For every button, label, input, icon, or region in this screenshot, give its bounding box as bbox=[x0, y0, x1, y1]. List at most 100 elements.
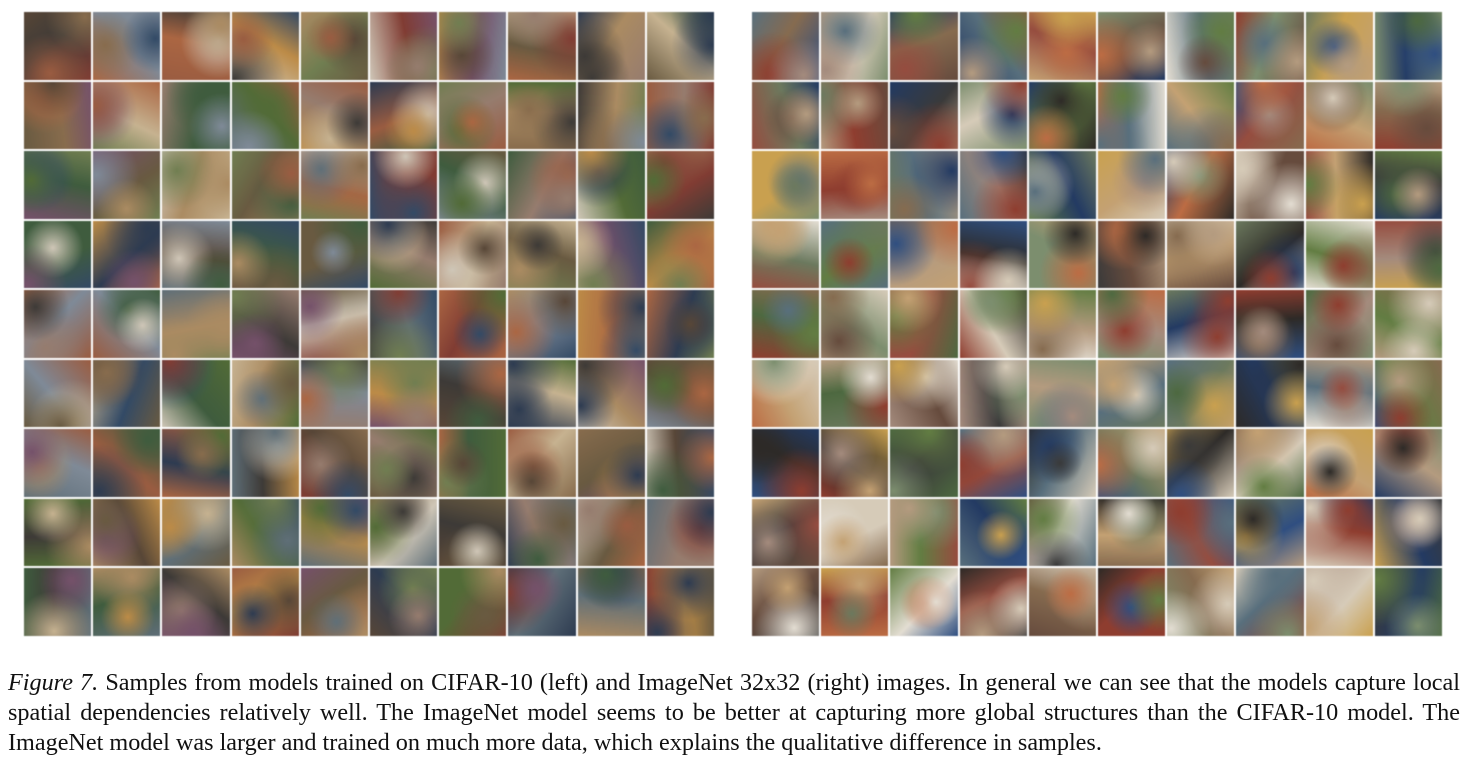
imagenet32-sample-image bbox=[1028, 429, 1096, 497]
imagenet32-sample-image bbox=[1374, 290, 1442, 358]
imagenet32-sample-image bbox=[821, 12, 889, 80]
imagenet32-sample-image bbox=[1236, 151, 1304, 219]
cifar10-sample-image bbox=[577, 151, 645, 219]
caption-text: Samples from models trained on CIFAR-10 … bbox=[8, 669, 1460, 756]
cifar10-sample-image bbox=[577, 359, 645, 428]
cifar10-sample-image bbox=[162, 151, 230, 219]
cifar10-sample-image bbox=[24, 498, 92, 567]
figure-caption: Figure 7. Samples from models trained on… bbox=[8, 668, 1460, 758]
imagenet32-sample-image bbox=[1374, 498, 1442, 567]
imagenet32-sample-image bbox=[752, 220, 820, 289]
imagenet32-sample-image bbox=[890, 151, 958, 219]
imagenet32-sample-image bbox=[1167, 359, 1235, 428]
imagenet32-sample-image bbox=[1305, 498, 1373, 567]
imagenet32-sample-image bbox=[1097, 498, 1166, 567]
figure-label: Figure 7. bbox=[8, 669, 99, 696]
cifar10-sample-image bbox=[439, 12, 507, 80]
imagenet32-sample-image bbox=[1097, 568, 1166, 636]
imagenet32-sample-image bbox=[1028, 220, 1096, 289]
cifar10-sample-image bbox=[508, 359, 576, 428]
imagenet32-sample-image bbox=[1374, 151, 1442, 219]
imagenet32-sample-image bbox=[890, 220, 958, 289]
cifar10-sample-image bbox=[646, 429, 714, 497]
imagenet32-sample-image bbox=[1097, 151, 1166, 219]
imagenet32-sample-image bbox=[1236, 12, 1304, 80]
imagenet32-sample-image bbox=[1028, 498, 1096, 567]
cifar10-sample-image bbox=[93, 568, 161, 636]
imagenet32-sample-image bbox=[1305, 359, 1373, 428]
imagenet32-sample-image bbox=[1305, 290, 1373, 358]
imagenet32-sample-image bbox=[1305, 429, 1373, 497]
cifar10-sample-image bbox=[300, 359, 368, 428]
imagenet32-sample-image bbox=[821, 151, 889, 219]
cifar10-sample-image bbox=[300, 498, 368, 567]
imagenet32-sample-image bbox=[1374, 12, 1442, 80]
cifar10-sample-image bbox=[93, 359, 161, 428]
cifar10-sample-image bbox=[162, 568, 230, 636]
imagenet32-sample-image bbox=[1374, 429, 1442, 497]
cifar10-sample-image bbox=[300, 429, 368, 497]
cifar10-sample-image bbox=[93, 498, 161, 567]
cifar10-sample-image bbox=[162, 220, 230, 289]
cifar10-sample-image bbox=[300, 151, 368, 219]
cifar10-sample-image bbox=[508, 429, 576, 497]
cifar10-sample-image bbox=[231, 429, 299, 497]
cifar10-sample-image bbox=[439, 359, 507, 428]
imagenet32-sample-image bbox=[1097, 220, 1166, 289]
imagenet32-sample-image bbox=[959, 429, 1027, 497]
imagenet32-sample-image bbox=[821, 568, 889, 636]
cifar10-sample-image bbox=[369, 568, 438, 636]
imagenet32-sample-image bbox=[752, 429, 820, 497]
cifar10-sample-image bbox=[93, 81, 161, 150]
imagenet32-sample-image bbox=[1236, 568, 1304, 636]
cifar10-sample-image bbox=[439, 290, 507, 358]
imagenet32-sample-image bbox=[752, 81, 820, 150]
cifar10-sample-image bbox=[439, 81, 507, 150]
cifar10-sample-image bbox=[162, 81, 230, 150]
cifar10-sample-image bbox=[24, 429, 92, 497]
cifar10-sample-image bbox=[439, 568, 507, 636]
imagenet32-sample-image bbox=[1167, 151, 1235, 219]
imagenet32-sample-image bbox=[821, 498, 889, 567]
cifar10-samples-grid bbox=[24, 12, 714, 636]
imagenet32-sample-image bbox=[752, 12, 820, 80]
imagenet32-sample-image bbox=[959, 568, 1027, 636]
cifar10-sample-image bbox=[646, 81, 714, 150]
cifar10-sample-image bbox=[93, 220, 161, 289]
imagenet32-sample-image bbox=[1097, 359, 1166, 428]
cifar10-sample-image bbox=[24, 290, 92, 358]
cifar10-sample-image bbox=[439, 429, 507, 497]
cifar10-sample-image bbox=[93, 151, 161, 219]
cifar10-sample-image bbox=[646, 290, 714, 358]
imagenet32-sample-image bbox=[821, 290, 889, 358]
cifar10-sample-image bbox=[300, 12, 368, 80]
imagenet32-sample-image bbox=[1167, 220, 1235, 289]
imagenet32-sample-image bbox=[890, 429, 958, 497]
cifar10-sample-image bbox=[646, 12, 714, 80]
imagenet32-sample-image bbox=[1097, 12, 1166, 80]
imagenet32-samples-grid bbox=[752, 12, 1442, 636]
imagenet32-sample-image bbox=[1028, 81, 1096, 150]
cifar10-sample-image bbox=[93, 429, 161, 497]
cifar10-sample-image bbox=[369, 81, 438, 150]
cifar10-sample-image bbox=[93, 12, 161, 80]
cifar10-sample-image bbox=[646, 568, 714, 636]
imagenet32-sample-image bbox=[959, 151, 1027, 219]
cifar10-sample-image bbox=[577, 220, 645, 289]
imagenet32-sample-image bbox=[1167, 429, 1235, 497]
imagenet32-sample-image bbox=[959, 498, 1027, 567]
cifar10-sample-image bbox=[162, 12, 230, 80]
cifar10-sample-image bbox=[369, 220, 438, 289]
cifar10-sample-image bbox=[369, 151, 438, 219]
cifar10-sample-image bbox=[369, 498, 438, 567]
imagenet32-sample-image bbox=[890, 81, 958, 150]
cifar10-sample-image bbox=[231, 290, 299, 358]
cifar10-sample-image bbox=[24, 568, 92, 636]
imagenet32-sample-image bbox=[1236, 359, 1304, 428]
imagenet32-sample-image bbox=[1236, 290, 1304, 358]
cifar10-sample-image bbox=[577, 568, 645, 636]
imagenet32-sample-image bbox=[959, 81, 1027, 150]
cifar10-sample-image bbox=[93, 290, 161, 358]
imagenet32-sample-image bbox=[1374, 81, 1442, 150]
